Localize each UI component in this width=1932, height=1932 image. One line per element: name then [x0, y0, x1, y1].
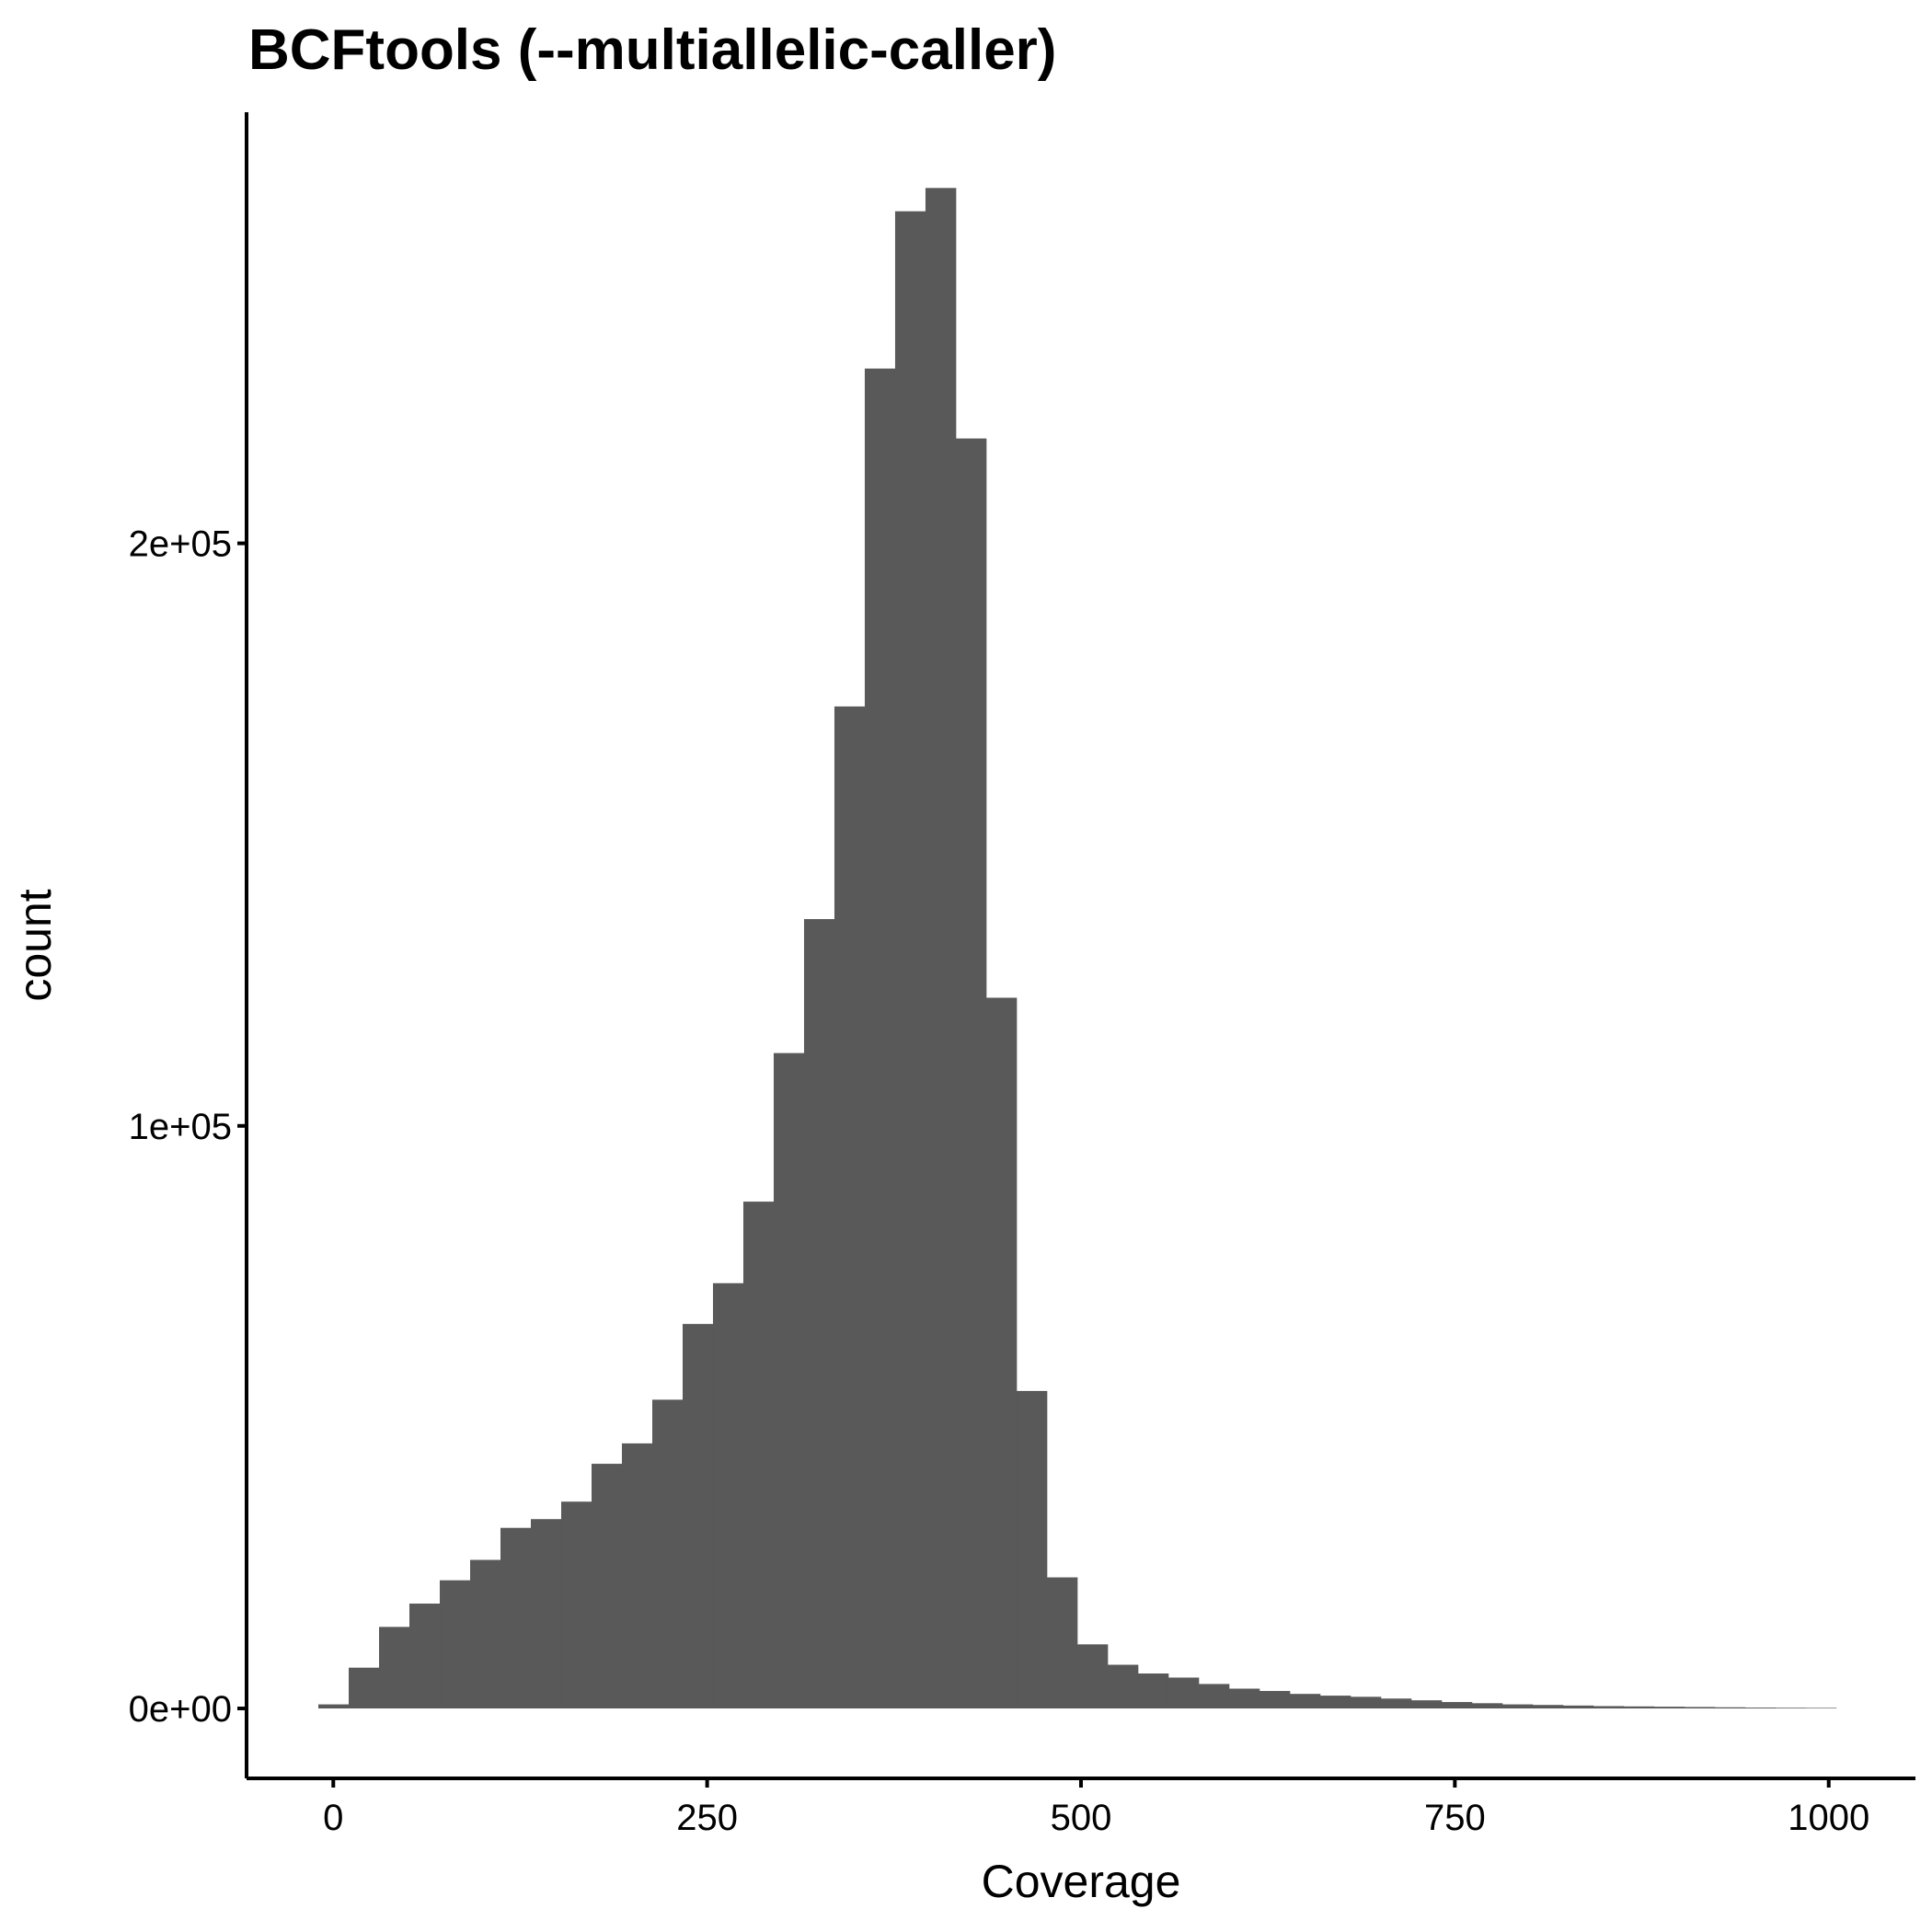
histogram-bar — [1532, 1705, 1564, 1709]
histogram-bar — [1137, 1673, 1169, 1709]
y-tick-label: 2e+05 — [129, 524, 232, 565]
histogram-bar — [894, 211, 926, 1709]
histogram-bar — [1471, 1703, 1503, 1709]
histogram-bar — [1016, 1390, 1048, 1709]
histogram-bar — [560, 1501, 592, 1709]
histogram-bars — [318, 188, 1837, 1709]
histogram-bar — [1653, 1707, 1685, 1709]
histogram-bar — [925, 188, 957, 1709]
x-axis-ticks: 0 250 500 750 1000 — [323, 1778, 1869, 1838]
histogram-bar — [318, 1704, 350, 1709]
histogram-bar — [1259, 1691, 1291, 1709]
histogram-bar — [1198, 1684, 1230, 1709]
histogram-bar — [712, 1282, 744, 1709]
y-tick-label: 1e+05 — [129, 1107, 232, 1147]
histogram-bar — [1350, 1696, 1382, 1709]
x-axis-title: Coverage — [982, 1856, 1181, 1907]
histogram-bar — [1380, 1698, 1412, 1709]
histogram-bar — [1410, 1700, 1443, 1709]
histogram-bar — [985, 997, 1018, 1709]
y-tick-label: 0e+00 — [129, 1689, 232, 1730]
histogram-bar — [1441, 1702, 1473, 1709]
histogram-bar — [1684, 1707, 1716, 1709]
histogram-bar — [1593, 1706, 1625, 1709]
histogram-bar — [1167, 1677, 1200, 1709]
x-tick-label: 500 — [1051, 1798, 1112, 1838]
chart-title: BCFtools (--multiallelic-caller) — [248, 18, 1056, 82]
histogram-bar — [864, 368, 896, 1709]
histogram-bar — [651, 1399, 684, 1709]
histogram-bar — [1289, 1694, 1321, 1709]
histogram-bar — [1046, 1577, 1078, 1709]
histogram-bar — [803, 919, 835, 1709]
histogram-bar — [470, 1559, 501, 1709]
x-tick-label: 1000 — [1788, 1798, 1869, 1838]
x-tick-label: 250 — [676, 1798, 738, 1838]
histogram-bar — [1076, 1644, 1109, 1709]
histogram-bar — [1107, 1664, 1139, 1709]
y-axis-title: count — [9, 889, 61, 1001]
histogram-bar — [379, 1627, 410, 1709]
histogram-bar — [834, 706, 866, 1709]
histogram-bar — [1501, 1704, 1534, 1709]
x-tick-label: 0 — [323, 1798, 343, 1838]
histogram-bar — [1319, 1696, 1351, 1709]
histogram-bar — [440, 1580, 471, 1709]
histogram-bar — [591, 1464, 623, 1709]
histogram-bar — [682, 1324, 714, 1709]
histogram-bar — [742, 1202, 775, 1709]
histogram-bar — [1228, 1688, 1260, 1709]
y-axis-ticks: 0e+00 1e+05 2e+05 — [129, 524, 247, 1730]
x-tick-label: 750 — [1424, 1798, 1486, 1838]
histogram-bar — [621, 1443, 653, 1709]
histogram-bar — [1623, 1706, 1655, 1709]
histogram-bar — [530, 1519, 562, 1709]
histogram-bar — [409, 1604, 441, 1709]
histogram-bar — [1562, 1705, 1594, 1709]
histogram-bar — [500, 1527, 532, 1709]
histogram-bar — [773, 1052, 805, 1709]
histogram-bar — [349, 1667, 380, 1709]
histogram-bar — [955, 438, 987, 1709]
